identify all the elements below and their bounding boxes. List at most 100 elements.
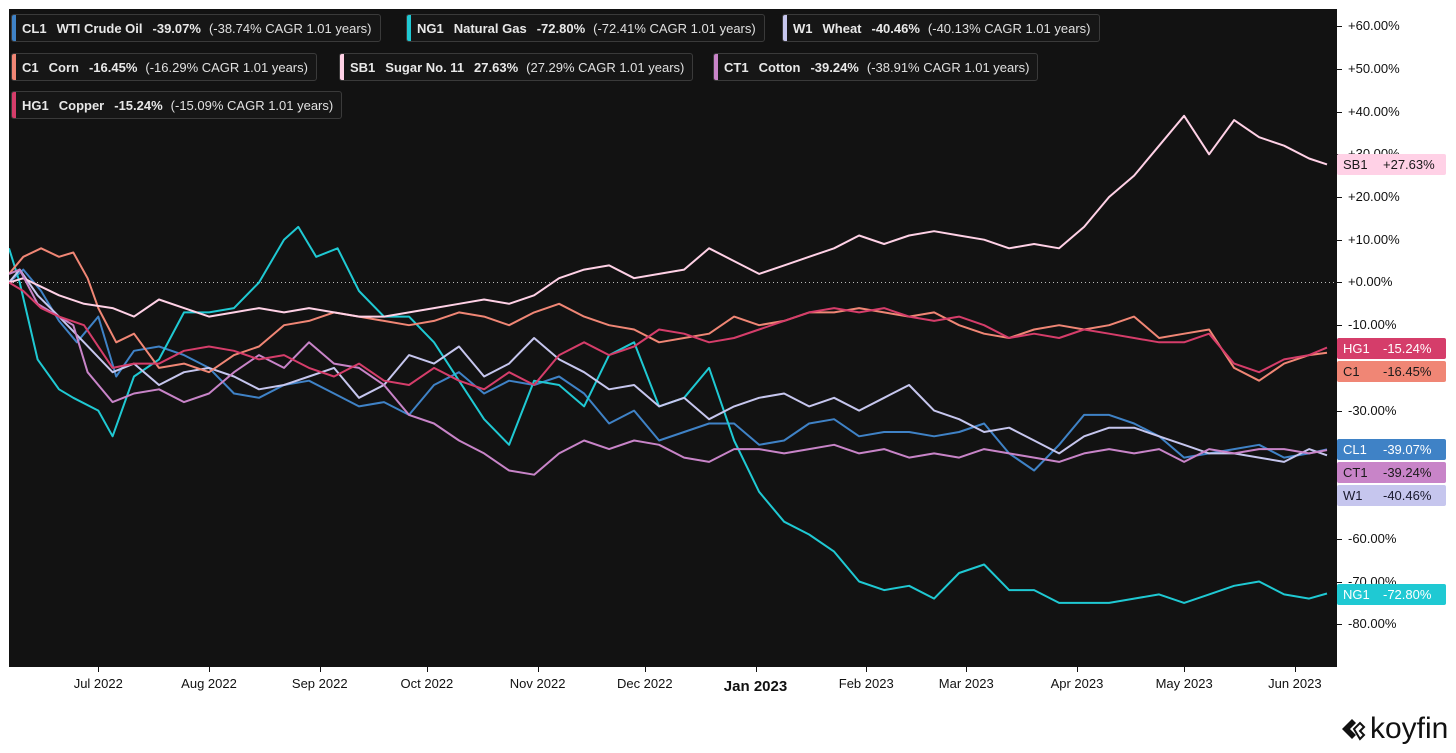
legend-name: Cotton	[759, 60, 801, 75]
y-tick-label: +20.00%	[1348, 189, 1400, 204]
legend-swatch	[12, 15, 16, 41]
x-tick-label: Dec 2022	[617, 676, 673, 691]
x-tick-mark	[1077, 667, 1078, 672]
end-label-symbol: NG1	[1343, 587, 1383, 602]
end-label-symbol: W1	[1343, 488, 1383, 503]
legend-sym: HG1	[22, 98, 49, 113]
legend-cagr: (-38.74% CAGR 1.01 years)	[209, 21, 372, 36]
x-tick-mark	[209, 667, 210, 672]
legend-item-ct1[interactable]: CT1 Cotton -39.24% (-38.91% CAGR 1.01 years…	[713, 53, 1038, 81]
end-label-value: -72.80%	[1383, 587, 1431, 602]
end-label-value: -39.07%	[1383, 442, 1431, 457]
end-value-label-cl1: CL1 -39.07%	[1337, 439, 1446, 460]
legend-name: Corn	[49, 60, 79, 75]
end-value-label-hg1: HG1 -15.24%	[1337, 338, 1446, 359]
legend-pct: -39.24%	[810, 60, 858, 75]
legend-swatch	[407, 15, 411, 41]
y-tick-mark	[1337, 69, 1342, 70]
end-label-symbol: HG1	[1343, 341, 1383, 356]
legend-name: Copper	[59, 98, 105, 113]
end-label-symbol: C1	[1343, 364, 1383, 379]
plot-area: CL1 WTI Crude Oil -39.07% (-38.74% CAGR 1.0…	[9, 9, 1337, 667]
y-tick-label: -60.00%	[1348, 531, 1396, 546]
legend-sym: SB1	[350, 60, 375, 75]
y-tick-mark	[1337, 582, 1342, 583]
end-value-label-ng1: NG1 -72.80%	[1337, 584, 1446, 605]
y-tick-mark	[1337, 411, 1342, 412]
y-tick-mark	[1337, 240, 1342, 241]
legend-cagr: (-38.91% CAGR 1.01 years)	[867, 60, 1030, 75]
x-tick-mark	[645, 667, 646, 672]
series-line-c1	[9, 248, 1327, 380]
y-tick-mark	[1337, 26, 1342, 27]
end-label-value: -15.24%	[1383, 341, 1431, 356]
end-value-label-w1: W1 -40.46%	[1337, 485, 1446, 506]
x-tick-mark	[866, 667, 867, 672]
legend-name: Natural Gas	[454, 21, 527, 36]
x-tick-mark	[966, 667, 967, 672]
legend-item-cl1[interactable]: CL1 WTI Crude Oil -39.07% (-38.74% CAGR 1.0…	[11, 14, 381, 42]
legend-pct: -40.46%	[872, 21, 920, 36]
legend-sym: CL1	[22, 21, 47, 36]
series-line-sb1	[9, 116, 1327, 317]
end-value-label-ct1: CT1 -39.24%	[1337, 462, 1446, 483]
legend-item-w1[interactable]: W1 Wheat -40.46% (-40.13% CAGR 1.01 years)	[782, 14, 1100, 42]
end-value-label-sb1: SB1 +27.63%	[1337, 154, 1446, 175]
y-tick-mark	[1337, 112, 1342, 113]
end-label-value: -39.24%	[1383, 465, 1431, 480]
legend-pct: -16.45%	[89, 60, 137, 75]
chart-frame: CL1 WTI Crude Oil -39.07% (-38.74% CAGR 1.0…	[0, 0, 1456, 753]
y-tick-label: +60.00%	[1348, 18, 1400, 33]
y-tick-label: +10.00%	[1348, 232, 1400, 247]
x-tick-mark	[98, 667, 99, 672]
y-tick-label: -30.00%	[1348, 403, 1396, 418]
x-tick-mark	[320, 667, 321, 672]
series-line-ng1	[9, 227, 1327, 603]
x-tick-label: Apr 2023	[1051, 676, 1104, 691]
legend-item-hg1[interactable]: HG1 Copper -15.24% (-15.09% CAGR 1.01 years…	[11, 91, 342, 119]
legend-swatch	[714, 54, 718, 80]
y-tick-mark	[1337, 539, 1342, 540]
legend-swatch	[12, 92, 16, 118]
koyfin-icon	[1338, 715, 1366, 743]
legend-item-ng1[interactable]: NG1 Natural Gas -72.80% (-72.41% CAGR 1.01 …	[406, 14, 765, 42]
x-tick-label: Nov 2022	[510, 676, 566, 691]
legend-cagr: (-15.09% CAGR 1.01 years)	[171, 98, 334, 113]
series-line-cl1	[9, 270, 1327, 471]
end-label-symbol: CT1	[1343, 465, 1383, 480]
end-label-symbol: SB1	[1343, 157, 1383, 172]
x-tick-label: May 2023	[1156, 676, 1213, 691]
legend-pct: -72.80%	[537, 21, 585, 36]
x-tick-label: Aug 2022	[181, 676, 237, 691]
legend-sym: NG1	[417, 21, 444, 36]
x-tick-mark	[427, 667, 428, 672]
x-tick-label: Mar 2023	[939, 676, 994, 691]
y-tick-label: +50.00%	[1348, 61, 1400, 76]
legend-name: Wheat	[823, 21, 862, 36]
y-tick-label: -10.00%	[1348, 317, 1396, 332]
y-tick-label: -80.00%	[1348, 616, 1396, 631]
legend-name: WTI Crude Oil	[57, 21, 143, 36]
legend-sym: C1	[22, 60, 39, 75]
brand-name: koyfin	[1370, 712, 1448, 746]
x-tick-label: Jun 2023	[1268, 676, 1322, 691]
y-tick-mark	[1337, 624, 1342, 625]
y-tick-label: +40.00%	[1348, 104, 1400, 119]
legend-sym: W1	[793, 21, 813, 36]
legend-cagr: (-72.41% CAGR 1.01 years)	[593, 21, 756, 36]
legend-item-sb1[interactable]: SB1 Sugar No. 11 27.63% (27.29% CAGR 1.01 y…	[339, 53, 693, 81]
legend-item-c1[interactable]: C1 Corn -16.45% (-16.29% CAGR 1.01 years)	[11, 53, 317, 81]
end-value-label-c1: C1 -16.45%	[1337, 361, 1446, 382]
legend-cagr: (-16.29% CAGR 1.01 years)	[145, 60, 308, 75]
x-tick-label: Jan 2023	[724, 678, 787, 695]
legend-pct: 27.63%	[474, 60, 518, 75]
legend-cagr: (-40.13% CAGR 1.01 years)	[928, 21, 1091, 36]
legend-swatch	[340, 54, 344, 80]
legend-swatch	[12, 54, 16, 80]
x-tick-label: Oct 2022	[401, 676, 454, 691]
x-tick-mark	[756, 667, 757, 672]
legend-pct: -39.07%	[153, 21, 201, 36]
legend-swatch	[783, 15, 787, 41]
end-label-symbol: CL1	[1343, 442, 1383, 457]
x-tick-label: Feb 2023	[839, 676, 894, 691]
